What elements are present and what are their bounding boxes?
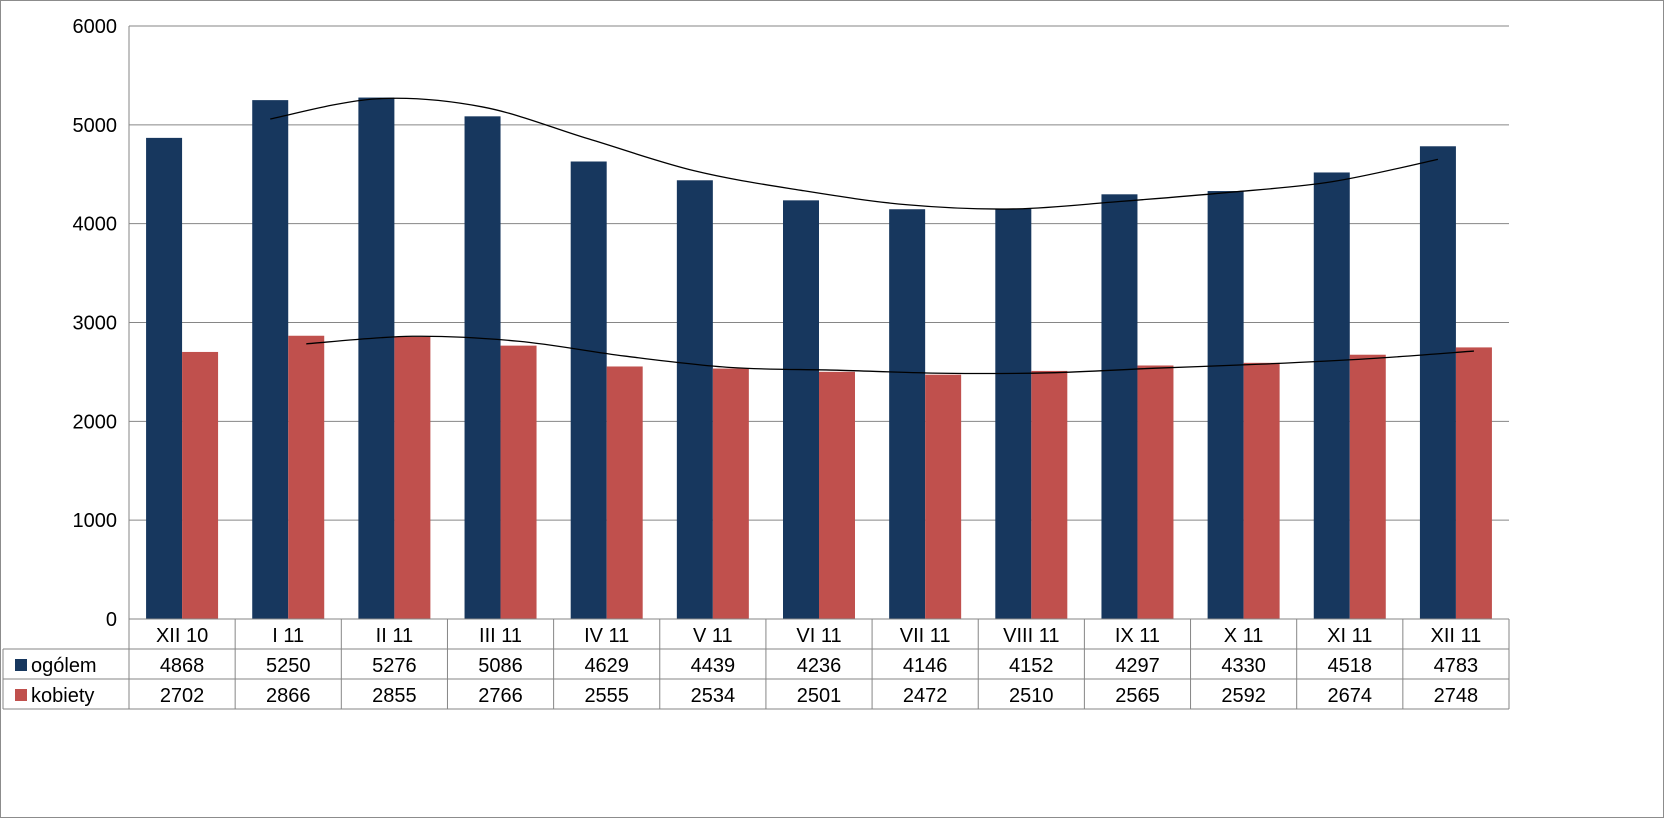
bar-ogolem	[464, 116, 501, 619]
bar-kobiety	[1455, 347, 1492, 619]
legend-key-kobiety	[15, 689, 27, 701]
bar-ogolem	[1313, 172, 1350, 619]
bar-kobiety	[1031, 370, 1068, 619]
bar-kobiety	[712, 368, 749, 619]
bar-ogolem	[1207, 191, 1244, 619]
data-table-value: 4629	[584, 655, 629, 677]
bar-ogolem	[146, 137, 183, 619]
bar-kobiety	[394, 336, 431, 619]
data-table-value: 2702	[160, 685, 205, 707]
legend-key-ogolem	[15, 659, 27, 671]
bar-kobiety	[925, 374, 962, 619]
data-table-value: 4146	[903, 655, 948, 677]
legend-label: ogólem	[31, 655, 97, 677]
data-table-value: 5086	[478, 655, 523, 677]
y-tick-label: 6000	[73, 16, 118, 38]
data-table-value: 2501	[797, 685, 842, 707]
bar-ogolem	[676, 180, 713, 619]
data-table-value: 4518	[1328, 655, 1373, 677]
x-tick-label: VI 11	[796, 625, 841, 647]
data-table-value: 2534	[691, 685, 736, 707]
data-table-value: 2555	[584, 685, 629, 707]
data-table-value: 5276	[372, 655, 417, 677]
bar-kobiety	[500, 345, 537, 619]
bar-kobiety	[819, 371, 855, 619]
bar-kobiety	[1349, 354, 1386, 619]
x-tick-label: XII 11	[1431, 625, 1482, 647]
x-tick-label: I 11	[272, 625, 304, 647]
bar-kobiety	[1137, 365, 1174, 619]
data-table-value: 2748	[1434, 685, 1479, 707]
data-table-value: 2592	[1221, 685, 1266, 707]
bar-ogolem	[570, 161, 607, 620]
trendline-kobiety	[306, 335, 1474, 375]
bar-kobiety	[182, 351, 219, 619]
data-table-value: 4783	[1434, 655, 1479, 677]
y-tick-label: 4000	[73, 214, 118, 236]
data-table-value: 2855	[372, 685, 417, 707]
bar-kobiety	[1243, 362, 1280, 619]
data-table-value: 4297	[1115, 655, 1160, 677]
x-tick-label: VII 11	[900, 625, 951, 647]
bar-ogolem	[1419, 146, 1456, 620]
data-table-value: 4439	[691, 655, 736, 677]
bar-ogolem	[252, 100, 289, 619]
data-table-value: 2510	[1009, 685, 1054, 707]
y-tick-label: 3000	[73, 313, 118, 335]
bar-ogolem	[995, 208, 1032, 620]
bar-ogolem	[358, 97, 395, 619]
trendline-ogolem	[270, 97, 1439, 210]
x-tick-label: IX 11	[1115, 625, 1160, 647]
x-tick-label: IV 11	[584, 625, 629, 647]
y-tick-label: 0	[106, 609, 117, 631]
bar-ogolem	[1101, 194, 1138, 619]
y-tick-label: 2000	[73, 411, 118, 433]
data-table-value: 4236	[797, 655, 842, 677]
x-tick-label: III 11	[479, 625, 522, 647]
data-table-value: 2472	[903, 685, 948, 707]
legend-label: kobiety	[31, 685, 94, 707]
data-table-value: 2866	[266, 685, 311, 707]
x-tick-label: XII 10	[156, 625, 208, 647]
data-table-value: 4868	[160, 655, 205, 677]
x-tick-label: II 11	[376, 625, 413, 647]
y-tick-label: 5000	[73, 115, 118, 137]
bar-kobiety	[288, 335, 325, 619]
x-tick-label: XI 11	[1327, 625, 1372, 647]
x-tick-label: X 11	[1224, 625, 1264, 647]
data-table-value: 2766	[478, 685, 523, 707]
bar-ogolem	[783, 200, 819, 620]
data-table-value: 4152	[1009, 655, 1054, 677]
data-table-value: 4330	[1221, 655, 1266, 677]
x-tick-label: V 11	[693, 625, 733, 647]
x-tick-label: VIII 11	[1003, 625, 1059, 647]
bar-ogolem	[889, 209, 926, 619]
bar-kobiety	[606, 366, 643, 619]
data-table-value: 2565	[1115, 685, 1160, 707]
data-table-value: 5250	[266, 655, 311, 677]
y-tick-label: 1000	[73, 510, 118, 532]
data-table-value: 2674	[1328, 685, 1373, 707]
